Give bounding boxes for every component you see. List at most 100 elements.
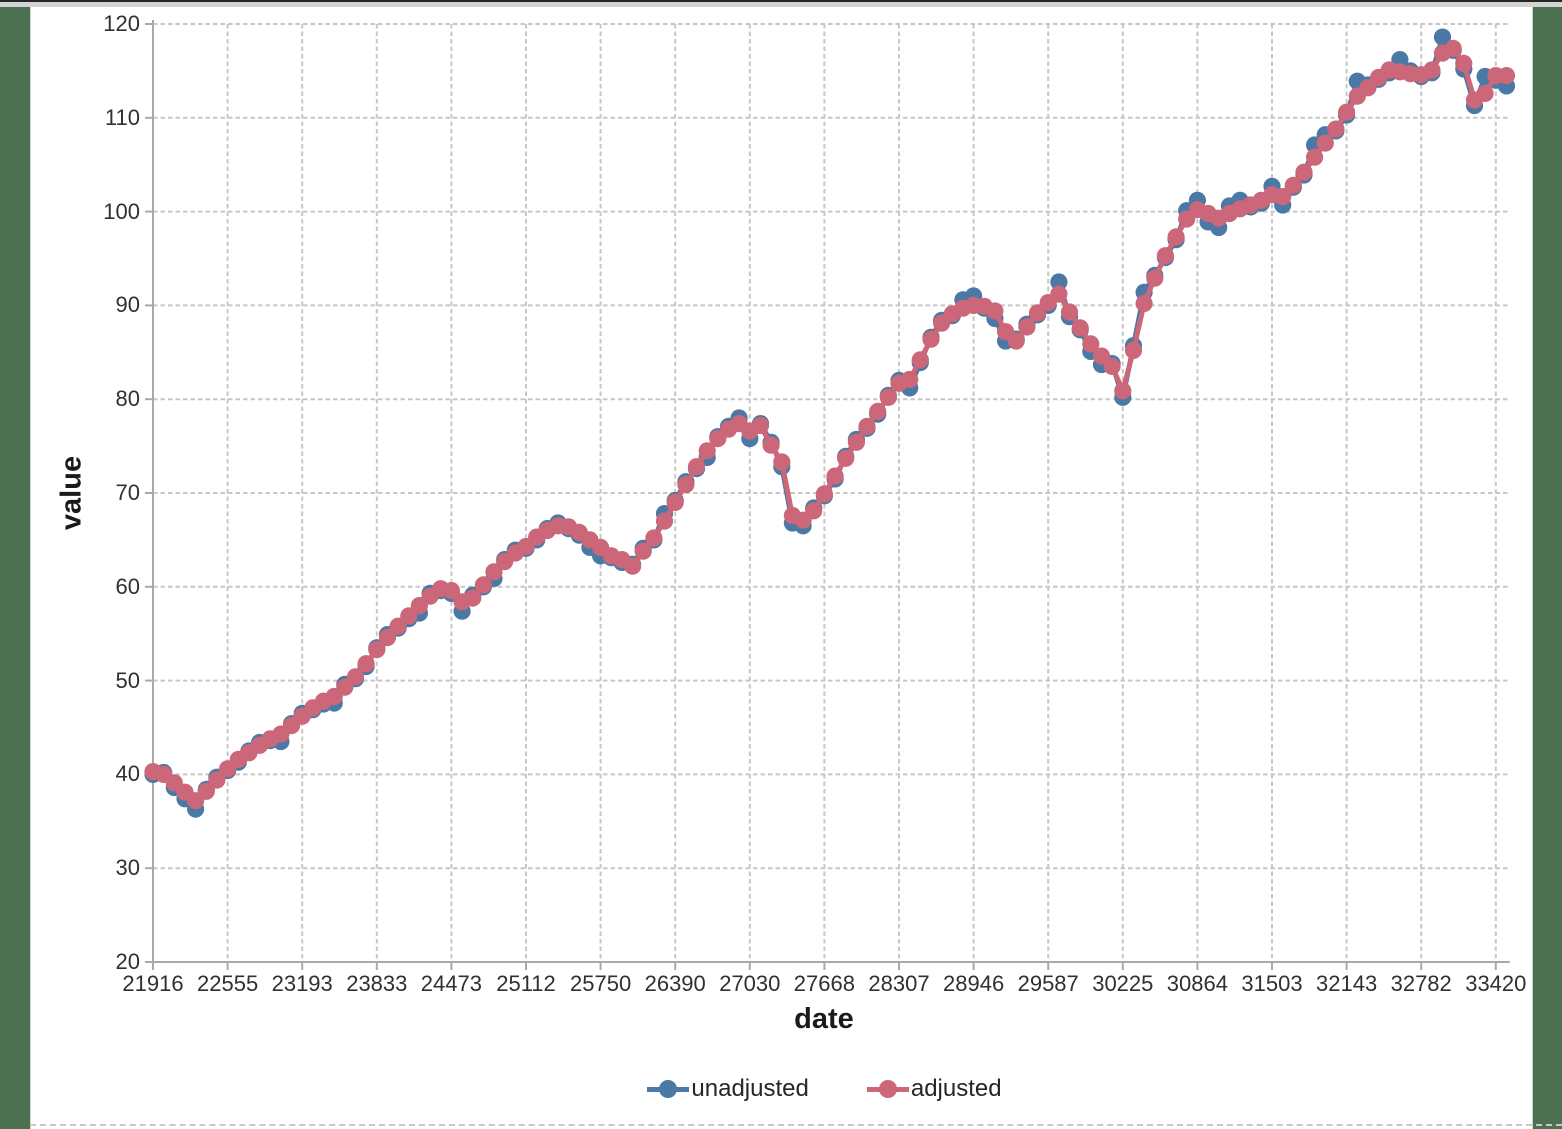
series-adjusted-point (869, 402, 887, 420)
series-adjusted-point (677, 476, 695, 494)
y-tick-label: 40 (115, 761, 140, 787)
series-adjusted-point (815, 485, 834, 503)
y-tick-label: 50 (115, 667, 140, 693)
series-adjusted-point (389, 617, 407, 635)
series-adjusted-point (1092, 347, 1111, 365)
x-tick-label: 32782 (1390, 971, 1452, 996)
series-adjusted-point (666, 493, 684, 511)
y-tick-label: 90 (115, 292, 140, 318)
x-tick-label: 21916 (122, 971, 184, 996)
y-tick-label: 100 (103, 198, 140, 224)
legend-item-adjusted[interactable]: adjusted (866, 1075, 1002, 1103)
series-adjusted-point (357, 655, 375, 673)
series-adjusted-point (1135, 294, 1153, 313)
x-tick-label: 33420 (1465, 971, 1527, 996)
series-unadjusted-point (1391, 51, 1409, 69)
series-adjusted-point (1306, 148, 1324, 166)
series-adjusted-point (1338, 103, 1356, 121)
series-adjusted-point (1050, 285, 1068, 303)
legend-label-adjusted: adjusted (910, 1075, 1002, 1102)
series-adjusted-point (655, 512, 674, 530)
series-adjusted-point (1444, 39, 1462, 58)
series-adjusted-point (1284, 176, 1302, 194)
series-adjusted-point (858, 417, 876, 435)
series-adjusted-point (1274, 188, 1292, 206)
series-adjusted-point (442, 582, 460, 600)
y-tick-label: 70 (115, 480, 140, 505)
series-adjusted-point (1103, 357, 1121, 375)
window-top-bar (0, 0, 1562, 2)
series-adjusted-point (634, 542, 652, 560)
series-adjusted-point (624, 557, 642, 575)
series-adjusted-point (1295, 163, 1313, 181)
series-adjusted-point (1060, 303, 1079, 321)
series-adjusted-point (751, 416, 770, 435)
series-adjusted-point (400, 607, 418, 625)
series-adjusted-point (1359, 79, 1377, 97)
x-tick-label: 30225 (1092, 971, 1154, 996)
x-tick-label: 31503 (1241, 971, 1303, 996)
series-adjusted-point (1007, 332, 1025, 350)
series-adjusted-point (645, 529, 663, 547)
series-adjusted-point (1167, 228, 1185, 246)
series-unadjusted-line (150, 34, 1509, 812)
x-tick-label: 28307 (868, 971, 930, 996)
y-tick-label: 110 (104, 104, 140, 130)
series-adjusted-point (1156, 247, 1174, 265)
series-adjusted-point (698, 442, 716, 460)
x-tick-label: 27030 (719, 971, 781, 996)
x-tick-label: 28946 (943, 971, 1005, 996)
series-adjusted-point (368, 641, 386, 659)
series-adjusted-point (805, 502, 823, 520)
series-adjusted-point (1082, 335, 1100, 353)
legend-item-unadjusted[interactable]: unadjusted (647, 1075, 809, 1103)
series-unadjusted-point (1433, 28, 1452, 46)
legend-marker-adjusted-icon (866, 1079, 909, 1099)
y-tick-label: 60 (115, 573, 140, 599)
x-tick-label: 22555 (197, 971, 259, 996)
series-adjusted-point (911, 351, 929, 369)
legend-dot-unadjusted (659, 1080, 678, 1098)
x-tick-label: 23833 (346, 971, 408, 996)
legend-dot-adjusted (878, 1080, 897, 1098)
series-adjusted-point (1497, 67, 1516, 85)
series-adjusted-point (826, 467, 844, 485)
y-tick-label: 20 (115, 949, 140, 974)
series-adjusted-point (378, 628, 397, 647)
legend-label-unadjusted: unadjusted (691, 1075, 809, 1102)
x-tick-label: 23193 (271, 971, 333, 996)
y-axis-title: value (55, 455, 88, 531)
series-adjusted-point (1316, 134, 1334, 152)
series-adjusted-point (901, 370, 919, 389)
series-adjusted-point (336, 678, 354, 696)
series-adjusted-point (1114, 382, 1132, 400)
series-adjusted-point (773, 453, 791, 471)
x-axis-title: date (794, 1003, 854, 1035)
x-tick-label: 25112 (496, 971, 556, 996)
series-adjusted-point (208, 771, 226, 789)
series-adjusted-point (346, 668, 365, 686)
series-adjusted-point (197, 782, 215, 800)
x-tick-label: 30864 (1166, 971, 1228, 996)
y-tick-label: 120 (103, 11, 140, 36)
series-adjusted-point (1476, 84, 1494, 102)
series-adjusted-line (150, 45, 1509, 804)
series-adjusted-point (847, 433, 866, 451)
x-tick-label: 27668 (793, 971, 855, 996)
series-adjusted-point (837, 449, 855, 467)
legend-marker-unadjusted-icon (647, 1079, 690, 1099)
series-adjusted-point (474, 576, 492, 594)
series-adjusted-point (464, 589, 482, 607)
x-tick-label: 26390 (644, 971, 706, 996)
series-adjusted-point (986, 302, 1004, 320)
x-tick-label: 25750 (570, 971, 632, 996)
series-adjusted-point (922, 330, 940, 348)
series-adjusted-point (879, 388, 897, 406)
y-tick-label: 80 (115, 386, 140, 412)
series-adjusted-point (1028, 304, 1047, 322)
series-adjusted-point (1146, 269, 1164, 287)
series-adjusted-point (1124, 341, 1143, 359)
series-adjusted-point (1018, 318, 1036, 336)
